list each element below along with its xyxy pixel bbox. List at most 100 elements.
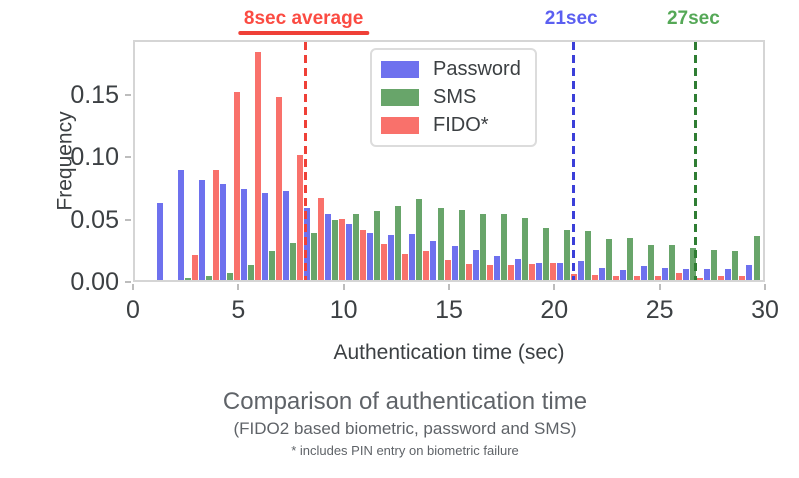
legend: Password SMS FIDO* — [370, 48, 537, 147]
legend-item-sms: SMS — [381, 87, 521, 108]
legend-item-fido: FIDO* — [381, 115, 521, 136]
x-tick-mark — [448, 284, 450, 290]
legend-label: Password — [433, 58, 521, 80]
marker-underline — [237, 31, 370, 35]
bar-sms-24s — [648, 245, 655, 280]
y-tick-mark — [125, 281, 131, 283]
bar-sms-9s — [332, 220, 339, 280]
bar-password-13s — [409, 233, 416, 280]
plot-area: Password SMS FIDO* — [133, 40, 765, 282]
bar-fido-15s — [465, 263, 472, 280]
bar-password-7s — [283, 191, 289, 280]
bar-password-23s — [620, 270, 626, 280]
bar-sms-18s — [521, 217, 528, 280]
bar-fido-10s — [360, 230, 367, 280]
x-tick-mark — [237, 284, 240, 290]
x-tick-mark — [132, 284, 134, 290]
bar-sms-2s — [184, 277, 191, 280]
bar-password-6s — [261, 192, 268, 280]
bar-sms-8s — [311, 232, 318, 280]
marker-line-21sec — [571, 42, 575, 280]
bar-sms-27s — [711, 250, 718, 280]
bar-fido-7s — [297, 155, 303, 280]
x-tick-mark — [658, 284, 661, 290]
x-tick-label-25: 25 — [645, 296, 674, 324]
bar-fido-17s — [507, 265, 514, 280]
marker-label-3: 27sec — [667, 8, 720, 30]
bar-password-21s — [577, 261, 584, 280]
bar-sms-3s — [205, 276, 212, 280]
bar-password-4s — [219, 183, 226, 280]
bar-password-28s — [725, 268, 732, 280]
bar-password-16s — [472, 250, 479, 280]
bar-password-26s — [683, 268, 690, 280]
legend-swatch — [381, 117, 419, 134]
bar-password-10s — [346, 223, 353, 280]
x-tick-mark — [764, 284, 766, 290]
bar-fido-23s — [634, 276, 641, 280]
bar-fido-24s — [655, 276, 662, 280]
bar-password-24s — [641, 266, 648, 280]
bar-password-5s — [240, 188, 247, 280]
bar-sms-4s — [226, 272, 233, 280]
bar-fido-4s — [233, 91, 240, 280]
bar-fido-16s — [486, 265, 493, 280]
marker-line-8sec-average — [304, 42, 308, 280]
bar-fido-11s — [381, 243, 388, 280]
legend-label: SMS — [433, 86, 477, 108]
bar-sms-13s — [416, 198, 423, 280]
chart-subtitle: (FIDO2 based biometric, password and SMS… — [233, 419, 577, 438]
legend-item-password: Password — [381, 59, 521, 80]
bar-password-3s — [198, 180, 205, 280]
bar-password-25s — [662, 267, 669, 280]
y-tick-mark — [125, 93, 131, 96]
bar-password-9s — [325, 213, 332, 280]
bar-fido-14s — [444, 260, 451, 280]
bar-fido-9s — [339, 218, 346, 280]
bar-sms-15s — [458, 210, 465, 280]
x-tick-mark — [342, 284, 345, 290]
bar-sms-10s — [353, 213, 360, 280]
bar-sms-21s — [584, 231, 591, 280]
bar-sms-28s — [732, 251, 739, 280]
legend-swatch — [381, 89, 419, 106]
bar-password-12s — [388, 235, 395, 280]
bar-sms-20s — [563, 230, 570, 280]
bar-sms-19s — [542, 227, 549, 280]
marker-label-text: 8sec average — [243, 8, 364, 29]
bar-password-11s — [367, 232, 374, 280]
bar-password-27s — [704, 268, 711, 280]
bar-fido-6s — [275, 96, 282, 280]
bar-fido-3s — [212, 170, 219, 280]
x-tick-label-20: 20 — [540, 296, 569, 324]
x-tick-label-5: 5 — [231, 296, 246, 324]
bar-password-1s — [156, 202, 163, 280]
marker-label-1: 8sec average — [237, 8, 370, 35]
x-axis-title: Authentication time (sec) — [333, 341, 565, 364]
bar-sms-22s — [606, 238, 612, 280]
y-tick-label-0.15: 0.15 — [70, 80, 119, 109]
bar-fido-19s — [549, 262, 556, 280]
bar-sms-7s — [290, 242, 296, 280]
y-tick-mark — [125, 156, 131, 159]
bar-sms-12s — [395, 206, 402, 280]
marker-label-text: 21sec — [544, 8, 598, 29]
bar-sms-16s — [479, 213, 486, 280]
bar-password-14s — [430, 241, 437, 280]
bar-fido-26s — [697, 277, 704, 280]
bar-fido-8s — [318, 197, 325, 280]
bar-sms-25s — [669, 245, 676, 280]
y-tick-label-0.05: 0.05 — [70, 205, 119, 234]
y-axis-title: Frequency — [53, 111, 77, 211]
marker-label-text: 27sec — [666, 8, 720, 29]
bar-password-18s — [514, 258, 521, 280]
chart-footnote: * includes PIN entry on biometric failur… — [291, 443, 519, 458]
bar-fido-21s — [591, 275, 598, 280]
bar-fido-28s — [739, 276, 746, 280]
y-tick-label-0.10: 0.10 — [70, 143, 119, 172]
legend-label: FIDO* — [433, 114, 489, 136]
x-tick-label-0: 0 — [126, 296, 140, 324]
bar-password-29s — [746, 265, 753, 280]
y-tick-label-0.00: 0.00 — [70, 268, 119, 296]
y-tick-mark — [125, 218, 131, 221]
